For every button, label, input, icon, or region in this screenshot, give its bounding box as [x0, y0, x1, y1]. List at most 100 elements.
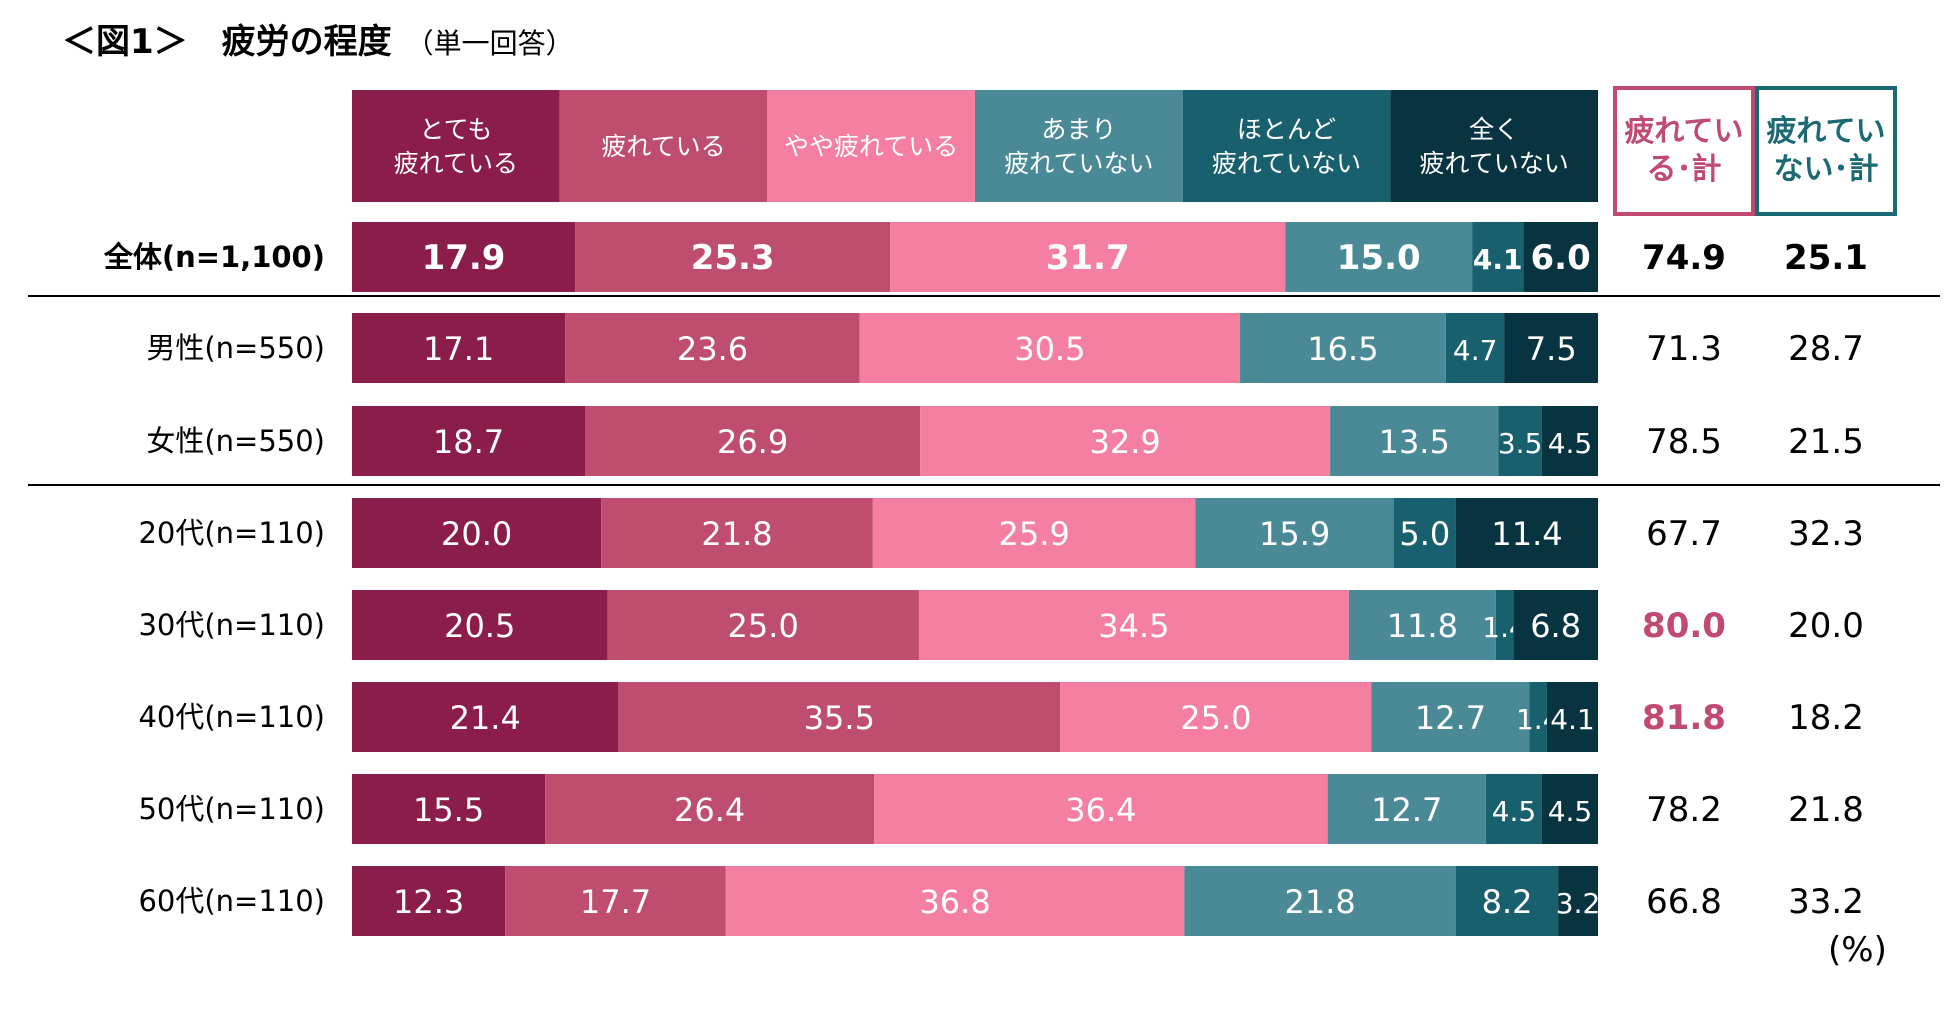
bar-segment	[352, 774, 546, 844]
bar-value-label: 32.9	[1090, 423, 1161, 461]
bar-segment	[1529, 682, 1547, 752]
bar-value-label: 36.8	[919, 883, 990, 921]
bar-segment	[1558, 866, 1598, 936]
bar-value-label: 31.7	[1046, 238, 1130, 278]
row-label: 60代(n=110)	[138, 884, 325, 918]
bar-value-label: 25.3	[691, 238, 775, 278]
bar-segment	[352, 222, 576, 292]
total-tired-value: 78.2	[1646, 790, 1722, 830]
bar-value-label: 25.0	[728, 607, 799, 645]
legend-label: あまり	[1041, 115, 1116, 144]
total-not-tired-value: 28.7	[1788, 329, 1864, 369]
bar-segment	[1327, 774, 1486, 844]
bar-segment	[920, 406, 1331, 476]
bar-value-label: 16.5	[1307, 330, 1378, 368]
bar-value-label: 4.1	[1550, 703, 1595, 736]
bar-segment	[1485, 774, 1542, 844]
bar-segment	[352, 682, 619, 752]
total-not-tired-value: 25.1	[1784, 238, 1868, 278]
total-tired-value: 78.5	[1646, 422, 1722, 462]
total-tired-value: 81.8	[1642, 698, 1726, 738]
bar-segment	[1184, 866, 1456, 936]
bar-value-label: 12.7	[1371, 791, 1442, 829]
bar-segment	[1541, 406, 1598, 476]
bar-value-label: 26.9	[717, 423, 788, 461]
bar-value-label: 4.5	[1492, 795, 1537, 828]
total-tired-value: 67.7	[1646, 514, 1722, 554]
legend-label: やや疲れている	[784, 132, 958, 161]
bar-value-label: 20.0	[441, 515, 512, 553]
row-label: 全体(n=1,100)	[103, 240, 325, 274]
bar-segment	[1445, 313, 1505, 383]
bar-segment	[1504, 313, 1598, 383]
bar-value-label: 15.0	[1337, 238, 1421, 278]
bar-value-label: 21.8	[701, 515, 772, 553]
row-label: 40代(n=110)	[138, 700, 325, 734]
bar-segment	[1371, 682, 1530, 752]
bar-value-label: 8.2	[1482, 883, 1533, 921]
total-not-tired-value: 21.5	[1788, 422, 1864, 462]
bar-value-label: 17.7	[580, 883, 651, 921]
bar-value-label: 12.7	[1415, 699, 1486, 737]
bar-segment	[1285, 222, 1473, 292]
bar-value-label: 12.3	[393, 883, 464, 921]
bar-value-label: 25.0	[1180, 699, 1251, 737]
total-not-tired-value: 21.8	[1788, 790, 1864, 830]
bar-segment	[918, 590, 1349, 660]
bar-segment	[1455, 866, 1559, 936]
totals-header-label: 疲れてい	[1624, 114, 1743, 149]
bar-segment	[1495, 590, 1514, 660]
bar-value-label: 30.5	[1014, 330, 1085, 368]
bar-value-label: 13.5	[1379, 423, 1450, 461]
total-tired-value: 66.8	[1646, 882, 1722, 922]
bar-value-label: 34.5	[1098, 607, 1169, 645]
total-not-tired-value: 32.3	[1788, 514, 1864, 554]
figure-title: ＜図1＞ 疲労の程度	[62, 22, 392, 62]
bar-value-label: 4.7	[1453, 334, 1498, 367]
bar-value-label: 6.8	[1530, 607, 1581, 645]
bar-segment	[601, 498, 873, 568]
bar-value-label: 20.5	[444, 607, 515, 645]
bar-segment	[1498, 406, 1542, 476]
row-label: 男性(n=550)	[146, 331, 325, 365]
bar-value-label: 17.1	[423, 330, 494, 368]
bar-value-label: 17.9	[422, 238, 506, 278]
bar-segment	[1513, 590, 1598, 660]
bar-segment	[1330, 406, 1499, 476]
bar-value-label: 35.5	[804, 699, 875, 737]
bar-segment	[859, 313, 1241, 383]
totals-header-label: る･計	[1647, 152, 1722, 187]
bar-segment	[352, 590, 608, 660]
bar-segment	[352, 406, 586, 476]
bar-segment	[872, 498, 1196, 568]
bar-value-label: 25.9	[999, 515, 1070, 553]
bar-value-label: 4.1	[1473, 243, 1523, 276]
bar-value-label: 21.4	[450, 699, 521, 737]
bar-segment	[1060, 682, 1372, 752]
totals-header-label: ない･計	[1774, 152, 1879, 187]
bar-segment	[725, 866, 1185, 936]
total-not-tired-value: 20.0	[1788, 606, 1864, 646]
totals-header-box-1	[1613, 86, 1755, 216]
bar-value-label: 15.5	[413, 791, 484, 829]
bar-segment	[890, 222, 1286, 292]
unit-label: (%)	[1828, 930, 1887, 970]
legend-label: とても	[419, 115, 492, 144]
bar-segment	[1348, 590, 1496, 660]
bar-value-label: 23.6	[677, 330, 748, 368]
bar-value-label: 26.4	[674, 791, 745, 829]
row-label: 30代(n=110)	[138, 608, 325, 642]
legend-label: 疲れていない	[1004, 149, 1153, 178]
bar-value-label: 7.5	[1526, 330, 1577, 368]
row-label: 女性(n=550)	[146, 424, 325, 458]
total-tired-value: 74.9	[1642, 238, 1726, 278]
totals-header-box-2	[1755, 86, 1897, 216]
bar-segment	[618, 682, 1061, 752]
bar-segment	[1455, 498, 1598, 568]
legend-label: 疲れていない	[1420, 149, 1569, 178]
bar-segment	[1546, 682, 1598, 752]
bar-segment	[1523, 222, 1598, 292]
legend-label: 疲れている	[601, 132, 725, 161]
bar-segment	[607, 590, 919, 660]
bar-segment	[565, 313, 860, 383]
